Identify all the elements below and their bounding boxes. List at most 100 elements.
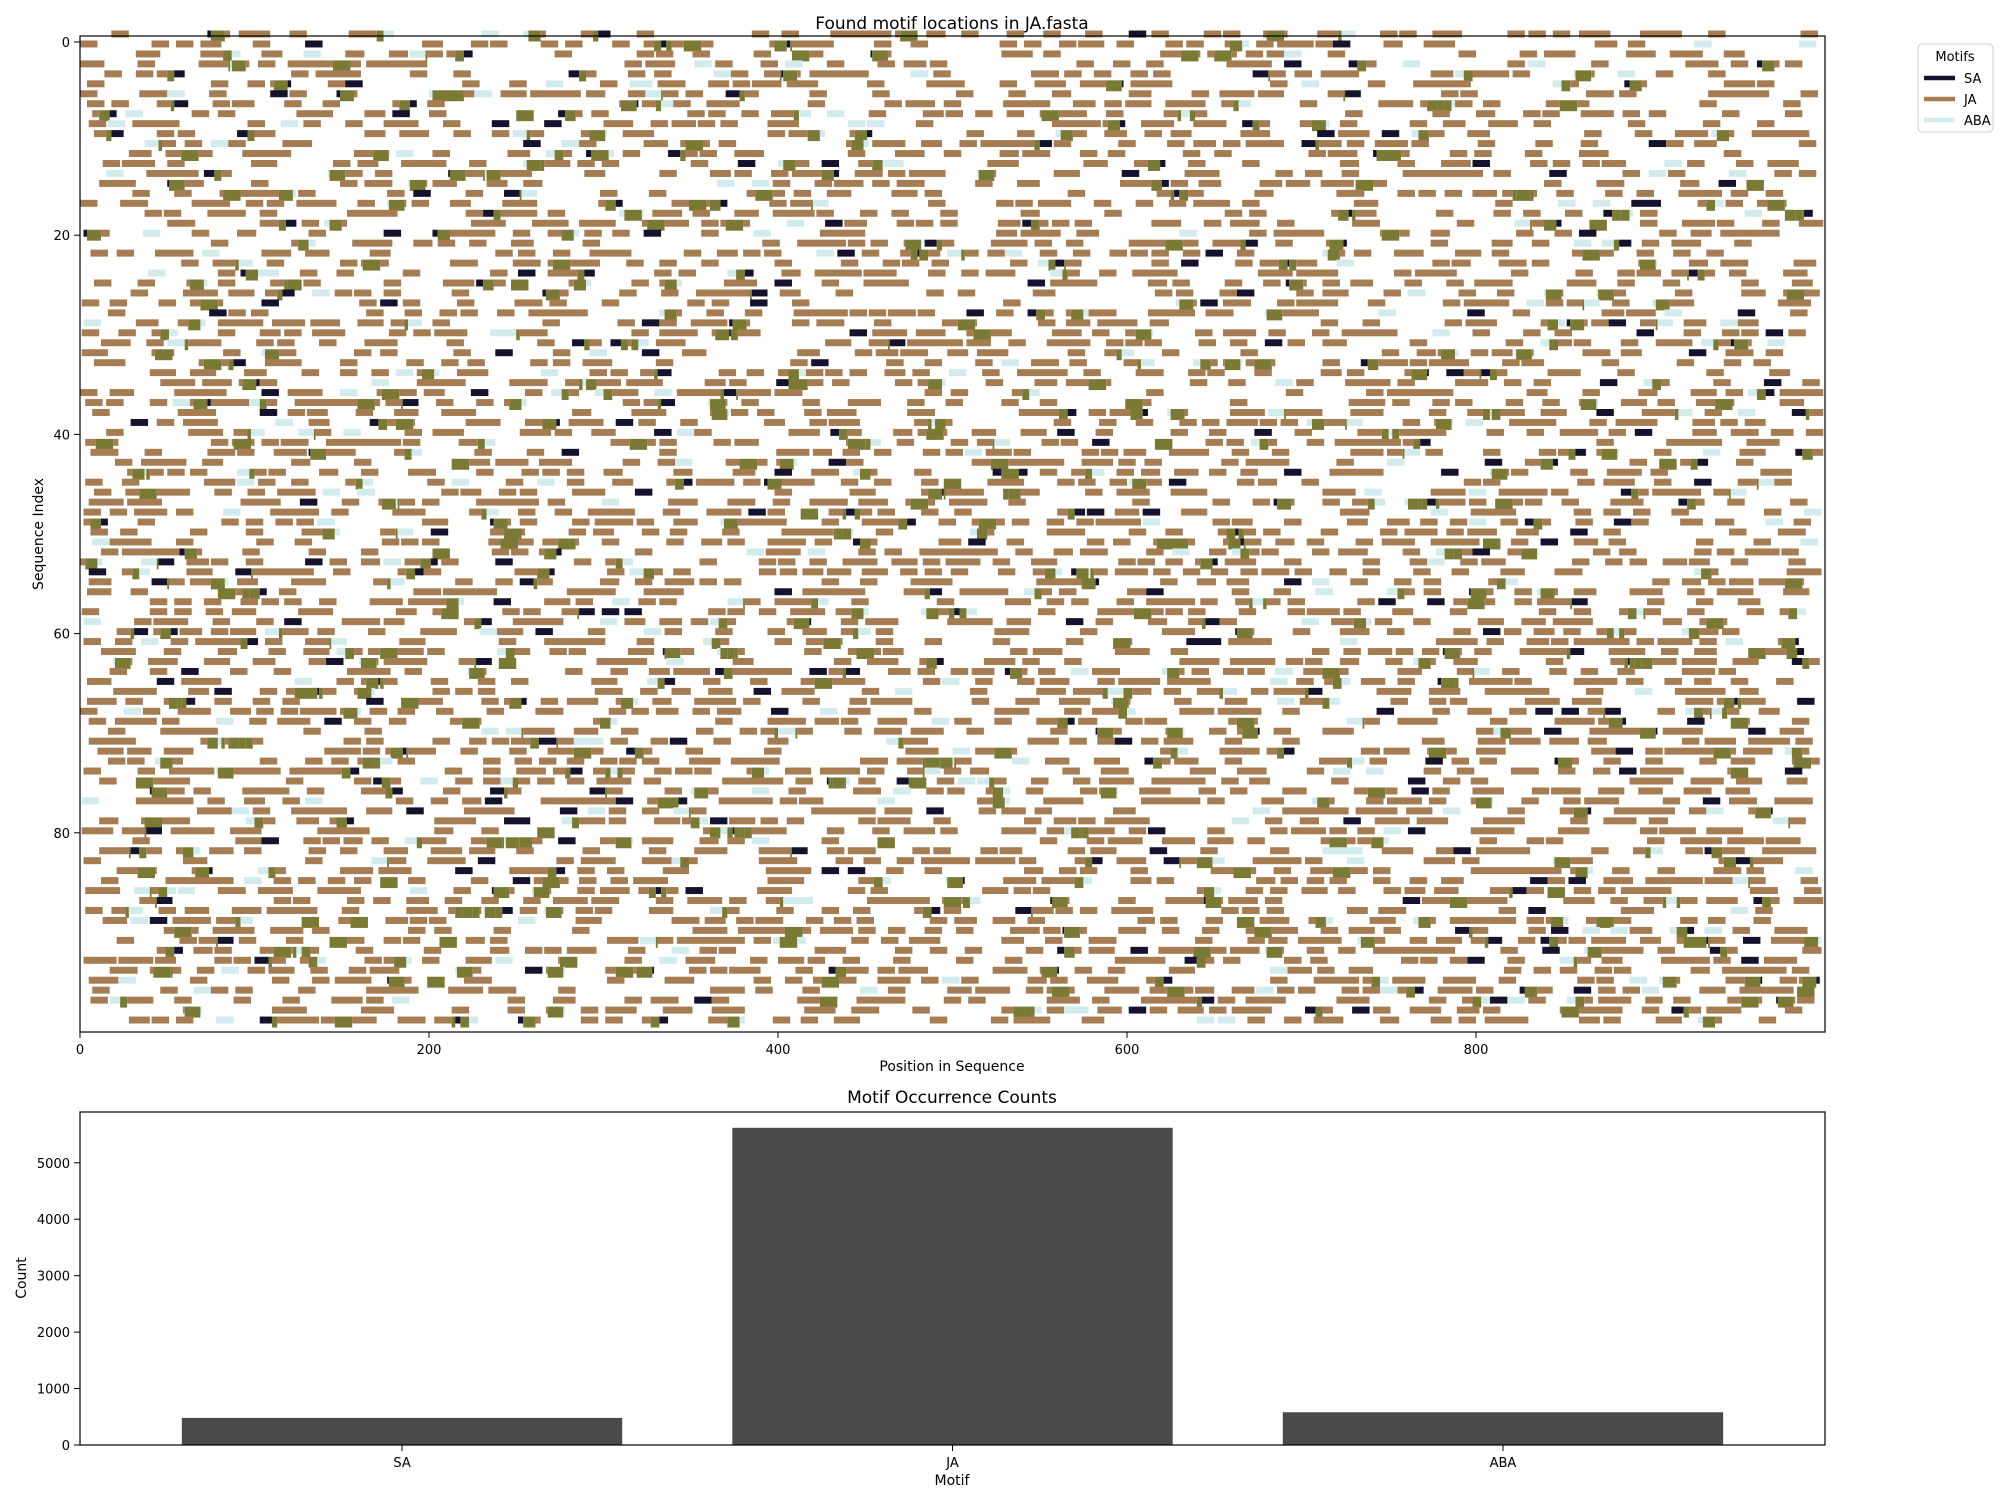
heatmap-cell <box>1544 289 1546 297</box>
heatmap-cell <box>950 568 969 576</box>
heatmap-cell <box>1793 518 1812 526</box>
heatmap-cell <box>1242 40 1250 48</box>
heatmap-cell <box>245 817 255 825</box>
heatmap-cell <box>771 110 794 118</box>
heatmap-cell <box>172 757 183 765</box>
heatmap-cell <box>1720 229 1780 237</box>
heatmap-cell <box>1723 618 1728 626</box>
heatmap-cell <box>518 249 536 257</box>
heatmap-cell <box>1713 379 1731 387</box>
heatmap-cell <box>737 518 787 526</box>
heatmap-cell <box>1537 598 1571 606</box>
heatmap-cell <box>1284 409 1286 420</box>
heatmap-cell <box>230 827 262 835</box>
heatmap-cell <box>943 100 962 108</box>
heatmap-cell <box>1207 827 1225 835</box>
heatmap-cell <box>1570 468 1588 476</box>
heatmap-cell <box>1074 219 1093 227</box>
heatmap-cell <box>1430 1016 1452 1024</box>
heatmap-cell <box>753 229 772 237</box>
heatmap-cell <box>1516 229 1534 237</box>
heatmap-cell <box>128 847 131 859</box>
heatmap-cell <box>340 847 358 855</box>
heatmap-cell <box>928 498 936 506</box>
heatmap-cell <box>1165 608 1183 616</box>
heatmap-cell <box>395 608 417 616</box>
heatmap-panel: Found motif locations in JA.fasta 0 200 40… <box>31 14 1826 1075</box>
heatmap-cell <box>601 498 620 506</box>
heatmap-cell <box>654 428 672 436</box>
heatmap-cell <box>1102 120 1108 128</box>
heatmap-cell <box>163 648 182 656</box>
heatmap-cell <box>1528 926 1546 934</box>
heatmap-cell <box>420 628 457 636</box>
heatmap-cell <box>1151 608 1164 616</box>
heatmap-cell <box>1491 249 1510 257</box>
heatmap-cell <box>1545 100 1560 108</box>
heatmap-cell <box>540 30 546 38</box>
heatmap-cell <box>1065 239 1084 247</box>
heatmap-cell <box>373 897 391 905</box>
heatmap-cell <box>1777 299 1812 307</box>
heatmap-cell <box>366 807 393 815</box>
heatmap-cell <box>408 877 426 885</box>
heatmap-cell <box>256 707 274 715</box>
heatmap-cell <box>779 897 784 908</box>
heatmap-cell <box>1730 907 1749 914</box>
heatmap-cell <box>1332 767 1351 775</box>
heatmap-cell <box>764 767 770 775</box>
heatmap-cell <box>737 160 756 167</box>
heatmap-cell <box>739 827 745 839</box>
heatmap-cell <box>573 558 592 566</box>
heatmap-cell <box>1510 468 1529 476</box>
heatmap-cell <box>357 319 384 327</box>
heatmap-cell <box>1573 339 1592 347</box>
heatmap-cell <box>156 130 175 138</box>
heatmap-cell <box>867 658 899 665</box>
heatmap-cell <box>926 787 944 795</box>
heatmap-cell <box>1338 887 1356 895</box>
heatmap-cell <box>231 608 257 616</box>
heatmap-cell <box>854 508 861 520</box>
heatmap-cell <box>505 727 522 735</box>
heatmap-cell <box>723 279 758 287</box>
heatmap-cell <box>1760 468 1792 476</box>
heatmap-cell <box>511 279 529 291</box>
heatmap-cell <box>1367 787 1386 799</box>
heatmap-cell <box>1421 897 1450 905</box>
heatmap-cell <box>727 1016 740 1028</box>
heatmap-cell <box>593 528 614 536</box>
heatmap-cell <box>1481 558 1506 566</box>
heatmap-cell <box>1268 70 1271 82</box>
heatmap-cell <box>210 80 229 88</box>
heatmap-cell <box>746 189 756 197</box>
heatmap-cell <box>483 767 501 775</box>
heatmap-cell <box>1291 827 1326 835</box>
heatmap-cell <box>1120 179 1152 187</box>
heatmap-cell <box>357 707 361 715</box>
heatmap-cell <box>1798 169 1817 177</box>
heatmap-cell <box>772 179 791 187</box>
heatmap-cell <box>1324 418 1346 426</box>
heatmap-cell <box>627 339 632 347</box>
heatmap-cell <box>1784 767 1803 775</box>
heatmap-cell <box>1252 120 1260 132</box>
heatmap-cell <box>1542 518 1552 526</box>
heatmap-cell <box>1559 807 1574 815</box>
heatmap-cell <box>1062 269 1068 281</box>
heatmap-cell <box>921 608 927 616</box>
heatmap-cell <box>877 60 895 68</box>
heatmap-cell <box>579 817 606 825</box>
heatmap-cell <box>299 269 318 277</box>
heatmap-cell <box>819 130 826 138</box>
heatmap-cell <box>1140 468 1161 476</box>
heatmap-cell <box>1024 588 1035 596</box>
heatmap-cell <box>1273 687 1305 695</box>
heatmap-cell <box>249 717 267 725</box>
heatmap-cell <box>259 379 278 387</box>
heatmap-cell <box>962 897 970 908</box>
heatmap-cell <box>1170 488 1208 496</box>
heatmap-cell <box>1174 468 1199 476</box>
heatmap-cell <box>224 737 229 745</box>
heatmap-cell <box>788 428 820 436</box>
